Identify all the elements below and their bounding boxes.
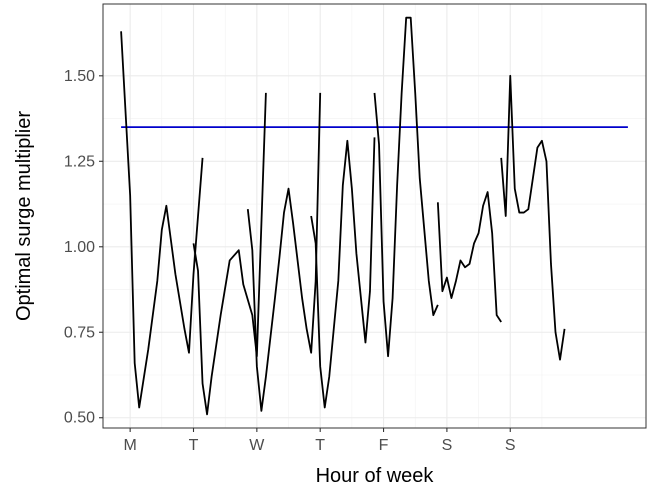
x-tick-label: S xyxy=(505,437,516,454)
y-tick-label: 0.50 xyxy=(64,410,95,427)
panel-border xyxy=(102,3,647,429)
series-line-segment xyxy=(373,16,439,358)
series-layer xyxy=(120,16,566,416)
y-axis-title: Optimal surge multiplier xyxy=(13,111,35,321)
x-tick-label: W xyxy=(249,437,265,454)
series-line-segment xyxy=(192,92,267,416)
y-tick-label: 1.25 xyxy=(64,153,95,170)
series-line-segment xyxy=(310,137,376,409)
y-tick-label: 1.50 xyxy=(64,68,95,85)
series-line-segment xyxy=(246,92,322,412)
y-tick-label: 1.00 xyxy=(64,239,95,256)
x-axis-title: Hour of week xyxy=(316,465,435,487)
x-tick-label: S xyxy=(442,437,453,454)
x-tick-label: F xyxy=(379,437,389,454)
x-tick-label: T xyxy=(315,437,325,454)
y-axis-ticks: 0.50 0.75 1.00 1.25 1.50 xyxy=(64,68,103,427)
y-tick-label: 0.75 xyxy=(64,324,95,341)
series-line-segment xyxy=(120,31,204,409)
series-line-segment xyxy=(500,74,566,361)
x-tick-label: T xyxy=(189,437,199,454)
series-line-segment xyxy=(436,191,502,323)
x-tick-label: M xyxy=(123,437,136,454)
